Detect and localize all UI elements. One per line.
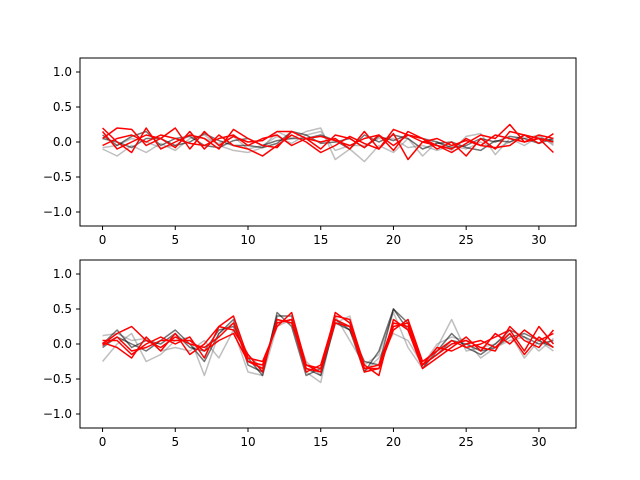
y-tick-label: −1.0 bbox=[43, 205, 72, 219]
x-tick-label: 25 bbox=[459, 233, 474, 247]
x-tick-label: 20 bbox=[386, 435, 401, 449]
y-tick-label: −0.5 bbox=[43, 170, 72, 184]
series-line-1 bbox=[102, 127, 554, 163]
y-tick-label: 0.0 bbox=[53, 337, 72, 351]
series-line-8 bbox=[102, 134, 554, 147]
top-axes: 0 5 10 15 20 25 30 −1.0 −0.5 0.0 0.5 1.0 bbox=[43, 57, 577, 247]
y-tick-label: 0.5 bbox=[53, 302, 72, 316]
x-tick-label: 30 bbox=[531, 435, 546, 449]
series-line-4 bbox=[102, 308, 554, 377]
series-line-8 bbox=[102, 318, 554, 373]
y-tick-label: 1.0 bbox=[53, 267, 72, 281]
x-tick-label: 0 bbox=[99, 233, 107, 247]
series-line-5 bbox=[102, 123, 554, 154]
bottom-axes: 0 5 10 15 20 25 30 −1.0 −0.5 0.0 0.5 1.0 bbox=[43, 259, 577, 449]
y-tick-label: 0.5 bbox=[53, 100, 72, 114]
x-tick-label: 15 bbox=[313, 435, 328, 449]
x-tick-label: 5 bbox=[171, 435, 179, 449]
y-tick-label: 0.0 bbox=[53, 135, 72, 149]
x-tick-label: 10 bbox=[240, 435, 255, 449]
y-tick-label: −0.5 bbox=[43, 372, 72, 386]
series-line-6 bbox=[102, 127, 554, 157]
x-tick-label: 15 bbox=[313, 233, 328, 247]
x-tick-label: 25 bbox=[459, 435, 474, 449]
y-tick-label: −1.0 bbox=[43, 407, 72, 421]
x-tick-label: 20 bbox=[386, 233, 401, 247]
x-tick-label: 0 bbox=[99, 435, 107, 449]
y-tick-label: 1.0 bbox=[53, 65, 72, 79]
x-tick-label: 5 bbox=[171, 233, 179, 247]
x-tick-label: 10 bbox=[240, 233, 255, 247]
x-tick-label: 30 bbox=[531, 233, 546, 247]
